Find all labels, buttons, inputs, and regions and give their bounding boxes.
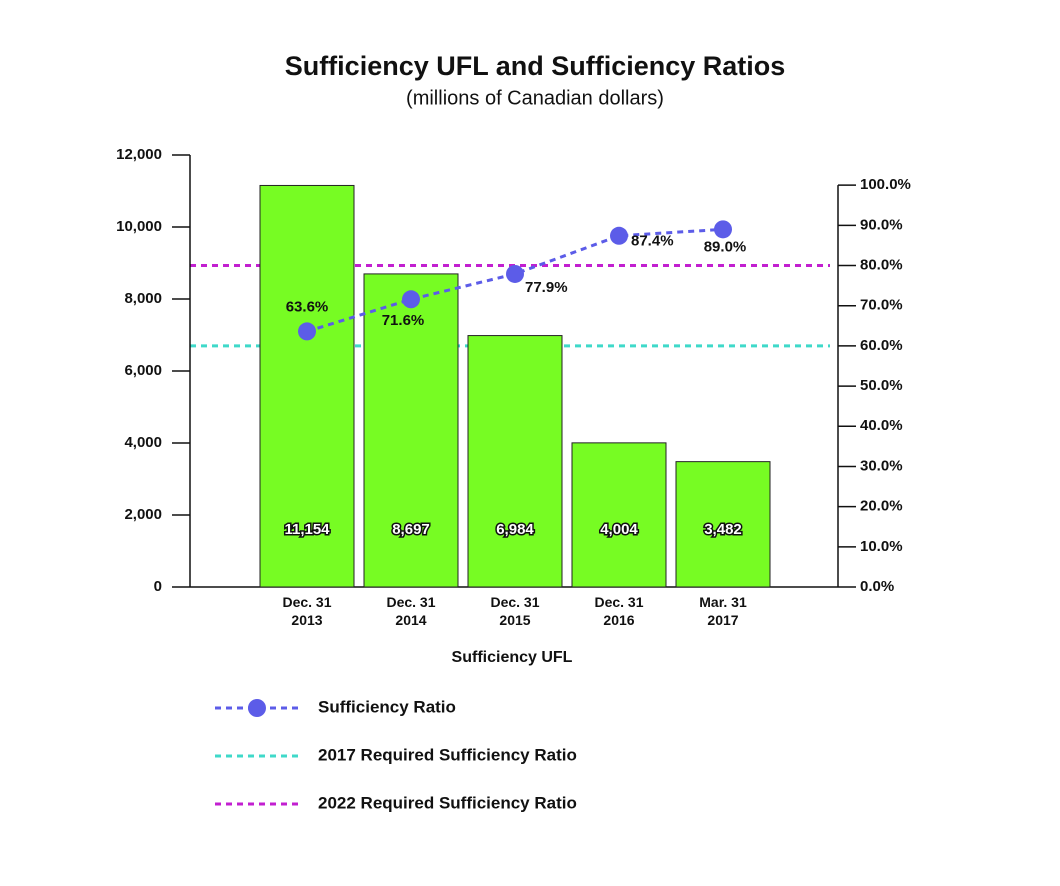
bar-value-label: 3,482 bbox=[704, 521, 742, 538]
ratio-value-label: 87.4% bbox=[631, 233, 674, 250]
ratio-point bbox=[402, 290, 420, 309]
y2-tick-label: 30.0% bbox=[860, 457, 903, 474]
legend-label: 2022 Required Sufficiency Ratio bbox=[318, 793, 577, 812]
ratio-value-label: 71.6% bbox=[382, 312, 425, 329]
x-tick-label: Dec. 31 2014 bbox=[386, 594, 436, 628]
ratio-point bbox=[298, 322, 316, 341]
y-tick-label: 6,000 bbox=[124, 362, 162, 379]
bar-value-label: 11,154 bbox=[284, 521, 330, 538]
y-tick-label: 4,000 bbox=[124, 434, 162, 451]
x-tick-label: Dec. 31 2015 bbox=[490, 594, 540, 628]
legend-label: Sufficiency Ratio bbox=[318, 697, 456, 716]
bar bbox=[363, 273, 459, 588]
ratio-value-label: 63.6% bbox=[286, 298, 329, 315]
y2-tick-label: 40.0% bbox=[860, 417, 903, 434]
x-tick-label: Dec. 31 2016 bbox=[594, 594, 644, 628]
chart-subtitle: (millions of Canadian dollars) bbox=[406, 87, 664, 109]
legend-marker bbox=[248, 699, 266, 717]
y-tick-label: 8,000 bbox=[124, 290, 162, 307]
x-axis-title: Sufficiency UFL bbox=[452, 649, 573, 666]
y2-tick-label: 80.0% bbox=[860, 256, 903, 273]
bar bbox=[467, 335, 563, 588]
y2-tick-label: 50.0% bbox=[860, 377, 903, 394]
y2-tick-label: 100.0% bbox=[860, 176, 911, 193]
y2-tick-label: 70.0% bbox=[860, 297, 903, 314]
bar bbox=[571, 442, 667, 588]
bar bbox=[675, 461, 771, 588]
bar-value-label: 6,984 bbox=[496, 521, 534, 538]
y2-tick-label: 90.0% bbox=[860, 216, 903, 233]
bar bbox=[259, 184, 355, 588]
ratio-point bbox=[610, 226, 628, 245]
x-tick-label: Dec. 31 2013 bbox=[282, 594, 332, 628]
y-tick-label: 2,000 bbox=[124, 506, 162, 523]
chart-title: Sufficiency UFL and Sufficiency Ratios bbox=[285, 51, 786, 81]
ratio-value-label: 77.9% bbox=[525, 279, 568, 296]
y-tick-label: 12,000 bbox=[116, 146, 162, 163]
ratio-point bbox=[714, 220, 732, 239]
y2-tick-label: 20.0% bbox=[860, 498, 903, 515]
y2-tick-label: 60.0% bbox=[860, 337, 903, 354]
y2-tick-label: 0.0% bbox=[860, 578, 894, 595]
legend-label: 2017 Required Sufficiency Ratio bbox=[318, 745, 577, 764]
ratio-value-label: 89.0% bbox=[704, 238, 747, 255]
y-tick-label: 0 bbox=[154, 578, 162, 595]
ratio-point bbox=[506, 264, 524, 283]
y-tick-label: 10,000 bbox=[116, 218, 162, 235]
x-tick-label: Mar. 31 2017 bbox=[699, 594, 747, 628]
bar-value-label: 8,697 bbox=[392, 521, 430, 538]
y2-tick-label: 10.0% bbox=[860, 538, 903, 555]
bar-value-label: 4,004 bbox=[600, 521, 638, 538]
